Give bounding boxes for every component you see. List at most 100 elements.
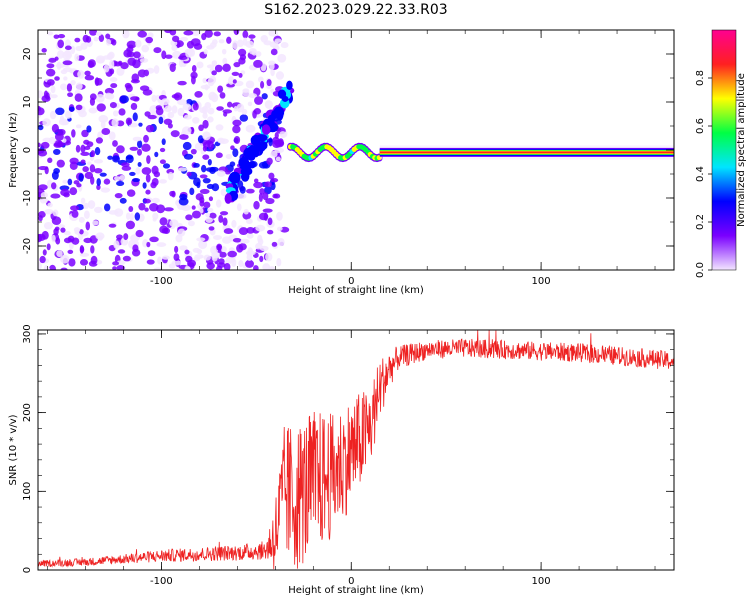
spectrogram-noise-blob xyxy=(171,94,180,99)
spectrogram-noise-blob xyxy=(103,178,111,185)
spectrogram-noise-blob xyxy=(68,258,76,267)
spectrogram-noise-blob xyxy=(264,181,273,188)
spectrogram-noise-blob xyxy=(238,227,249,236)
spectrogram-noise-blob xyxy=(202,112,208,119)
spectrogram-noise-blob xyxy=(270,88,275,94)
spectrogram-noise-blob xyxy=(192,102,199,111)
spectrogram-noise-blob xyxy=(95,77,103,86)
spectrogram-noise-blob xyxy=(246,253,253,262)
spectrogram-noise-blob xyxy=(224,170,231,175)
spectrogram-noise-blob xyxy=(216,106,224,111)
spectrogram-noise-blob xyxy=(71,210,79,218)
spectrogram-noise-blob xyxy=(74,37,81,43)
spectrogram-noise-blob xyxy=(245,40,255,49)
spectrogram-noise-blob xyxy=(196,237,206,242)
spectrogram-noise-blob xyxy=(104,87,115,95)
spectrogram-noise-blob xyxy=(43,221,53,230)
spectrogram-noise-blob xyxy=(138,202,146,211)
spectrogram-noise-blob xyxy=(202,119,209,129)
spectrogram-noise-blob xyxy=(120,62,129,70)
spectrogram-noise-blob xyxy=(196,61,204,69)
spectrogram-noise-blob xyxy=(225,154,233,160)
colorbar-tick-label: 0.8 xyxy=(695,70,706,86)
spectrogram-noise-blob xyxy=(142,182,147,189)
spectrogram-noise-blob xyxy=(42,249,47,256)
spectrogram-noise-blob xyxy=(247,101,253,107)
spectrogram-noise-blob xyxy=(87,200,96,209)
spectrogram-noise-blob xyxy=(260,80,265,89)
spectrogram-noise-blob xyxy=(57,39,65,49)
spectrogram-noise-blob xyxy=(139,58,149,63)
spectrogram-noise-blob xyxy=(89,164,96,173)
spectrogram-noise-blob xyxy=(232,79,237,84)
spectrogram-noise-blob xyxy=(190,148,197,155)
spectrogram-noise-blob xyxy=(151,177,159,187)
spectrogram-noise-blob xyxy=(52,209,59,217)
spectrogram-noise-blob xyxy=(191,64,197,73)
spectrogram-noise-blob xyxy=(230,145,235,151)
spectrogram-noise-blob xyxy=(146,241,151,248)
spectrogram-noise-blob xyxy=(182,141,192,151)
spectrogram-noise-blob xyxy=(66,83,73,92)
spectrogram-noise-blob xyxy=(156,242,167,247)
spectrogram-noise-blob xyxy=(57,50,65,59)
spectrogram-noise-blob xyxy=(174,245,179,254)
spectrogram-noise-blob xyxy=(218,214,224,223)
spectrogram-noise-blob xyxy=(80,159,86,164)
spectrogram-noise-blob xyxy=(93,36,99,42)
spectrogram-noise-blob xyxy=(276,211,283,221)
spectrogram-noise-blob xyxy=(116,180,125,187)
spectrogram-noise-blob xyxy=(266,79,272,87)
spectrogram-noise-blob xyxy=(191,205,196,210)
spectrogram-noise-blob xyxy=(139,85,150,92)
spectrogram-noise-blob xyxy=(236,39,244,48)
spectrogram-noise-blob xyxy=(74,53,80,62)
spectrogram-noise-blob xyxy=(137,30,147,38)
spectrogram-noise-blob xyxy=(193,256,201,262)
spectrogram-noise-blob xyxy=(111,118,119,128)
spectrogram-noise-blob xyxy=(189,187,195,196)
spectrogram-noise-blob xyxy=(239,186,246,194)
spectrogram-noise-blob xyxy=(49,110,57,120)
spectrogram-noise-blob xyxy=(50,94,58,99)
spectrogram-noise-blob xyxy=(161,255,170,260)
spectrogram-noise-blob xyxy=(74,93,83,102)
spectrogram-noise-blob xyxy=(203,254,211,261)
spectrogram-noise-blob xyxy=(130,96,140,101)
spectrogram-noise-blob xyxy=(143,134,149,143)
spectrogram-noise-blob xyxy=(199,174,208,179)
spectrogram-noise-blob xyxy=(114,176,121,181)
spectrogram-noise-blob xyxy=(46,31,54,36)
spectrogram-noise-blob xyxy=(210,93,219,103)
spectrogram-noise-blob xyxy=(192,247,201,253)
spectrogram-noise-blob xyxy=(96,184,101,191)
spectrogram-noise-blob xyxy=(71,129,76,138)
spectrogram-noise-blob xyxy=(51,216,62,226)
spectrogram-noise-blob xyxy=(119,197,127,204)
spectrogram-noise-blob xyxy=(132,178,141,183)
spectrogram-noise-blob xyxy=(183,114,192,120)
spectrogram-noise-blob xyxy=(79,252,90,257)
spectrogram-noise-blob xyxy=(125,117,133,126)
spectrogram-noise-blob xyxy=(70,205,80,211)
spectrogram-noise-blob xyxy=(45,92,50,100)
spectrogram-noise-blob xyxy=(93,167,103,174)
spectrogram-noise-blob xyxy=(38,124,44,131)
spectrogram-noise-blob xyxy=(169,190,175,197)
snr-series-line xyxy=(38,330,674,570)
x-tick-label: 100 xyxy=(532,576,551,587)
spectrogram-noise-blob xyxy=(125,84,133,93)
spectrogram-noise-blob xyxy=(258,212,269,221)
snr-y-ticks: 0 100 200 300 xyxy=(22,324,674,573)
spectrogram-noise-blob xyxy=(160,98,170,106)
spectrogram-noise-blob xyxy=(113,240,120,249)
spectrogram-noise-blob xyxy=(187,259,196,268)
y-tick-label: 0 xyxy=(22,567,33,573)
spectrogram-noise-blob xyxy=(138,122,143,127)
spectrogram-noise-blob xyxy=(55,107,65,116)
spectrogram-noise-blob xyxy=(129,212,134,222)
spectrogram-noise-blob xyxy=(151,197,160,204)
spectrogram-noise-blob xyxy=(75,144,81,153)
spectrogram-noise-blob xyxy=(116,234,123,240)
spectrogram-noise-blob xyxy=(77,70,85,79)
